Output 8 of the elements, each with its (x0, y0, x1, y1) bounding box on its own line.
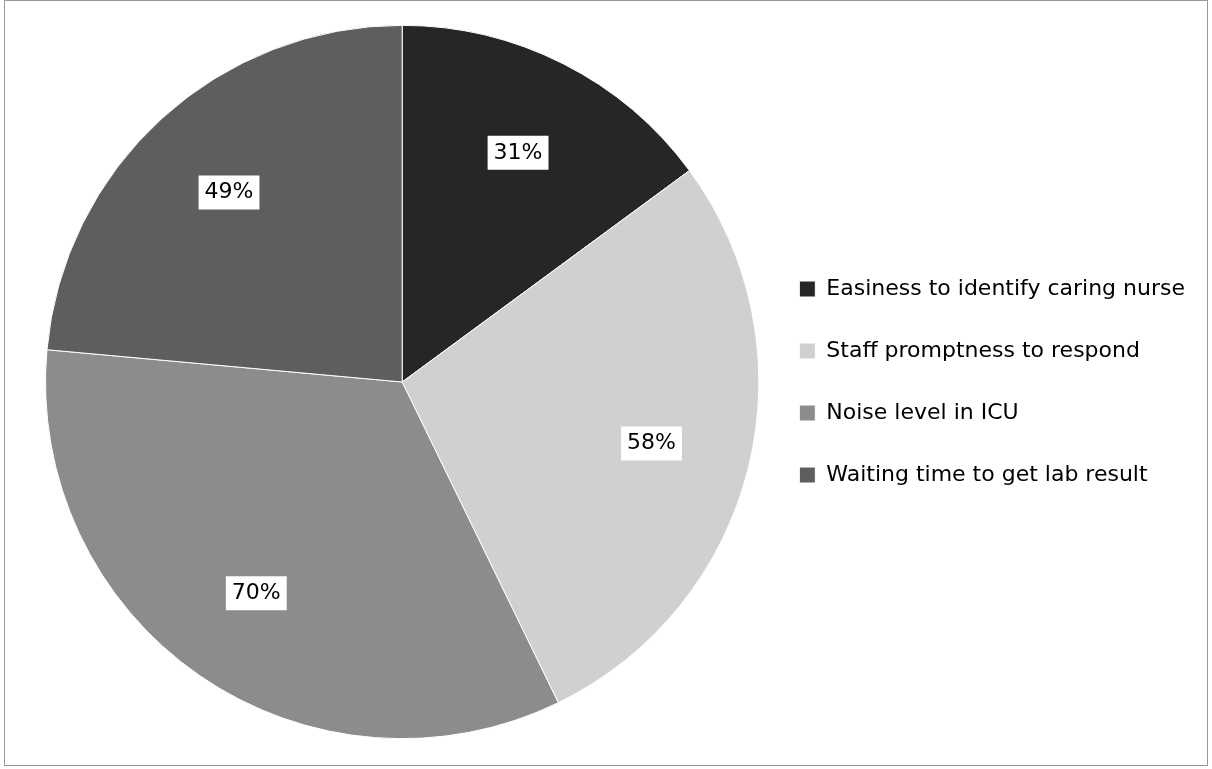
data-label: 49% (204, 178, 254, 204)
data-label: 31% (493, 138, 543, 164)
data-label: 70% (231, 579, 281, 605)
legend-label: Noise level in ICU (826, 398, 1019, 424)
legend-label: Staff promptness to respond (826, 336, 1140, 362)
data-label: 58% (627, 429, 676, 455)
legend-label: Easiness to identify caring nurse (826, 274, 1186, 300)
legend-label: Waiting time to get lab result (826, 460, 1148, 486)
